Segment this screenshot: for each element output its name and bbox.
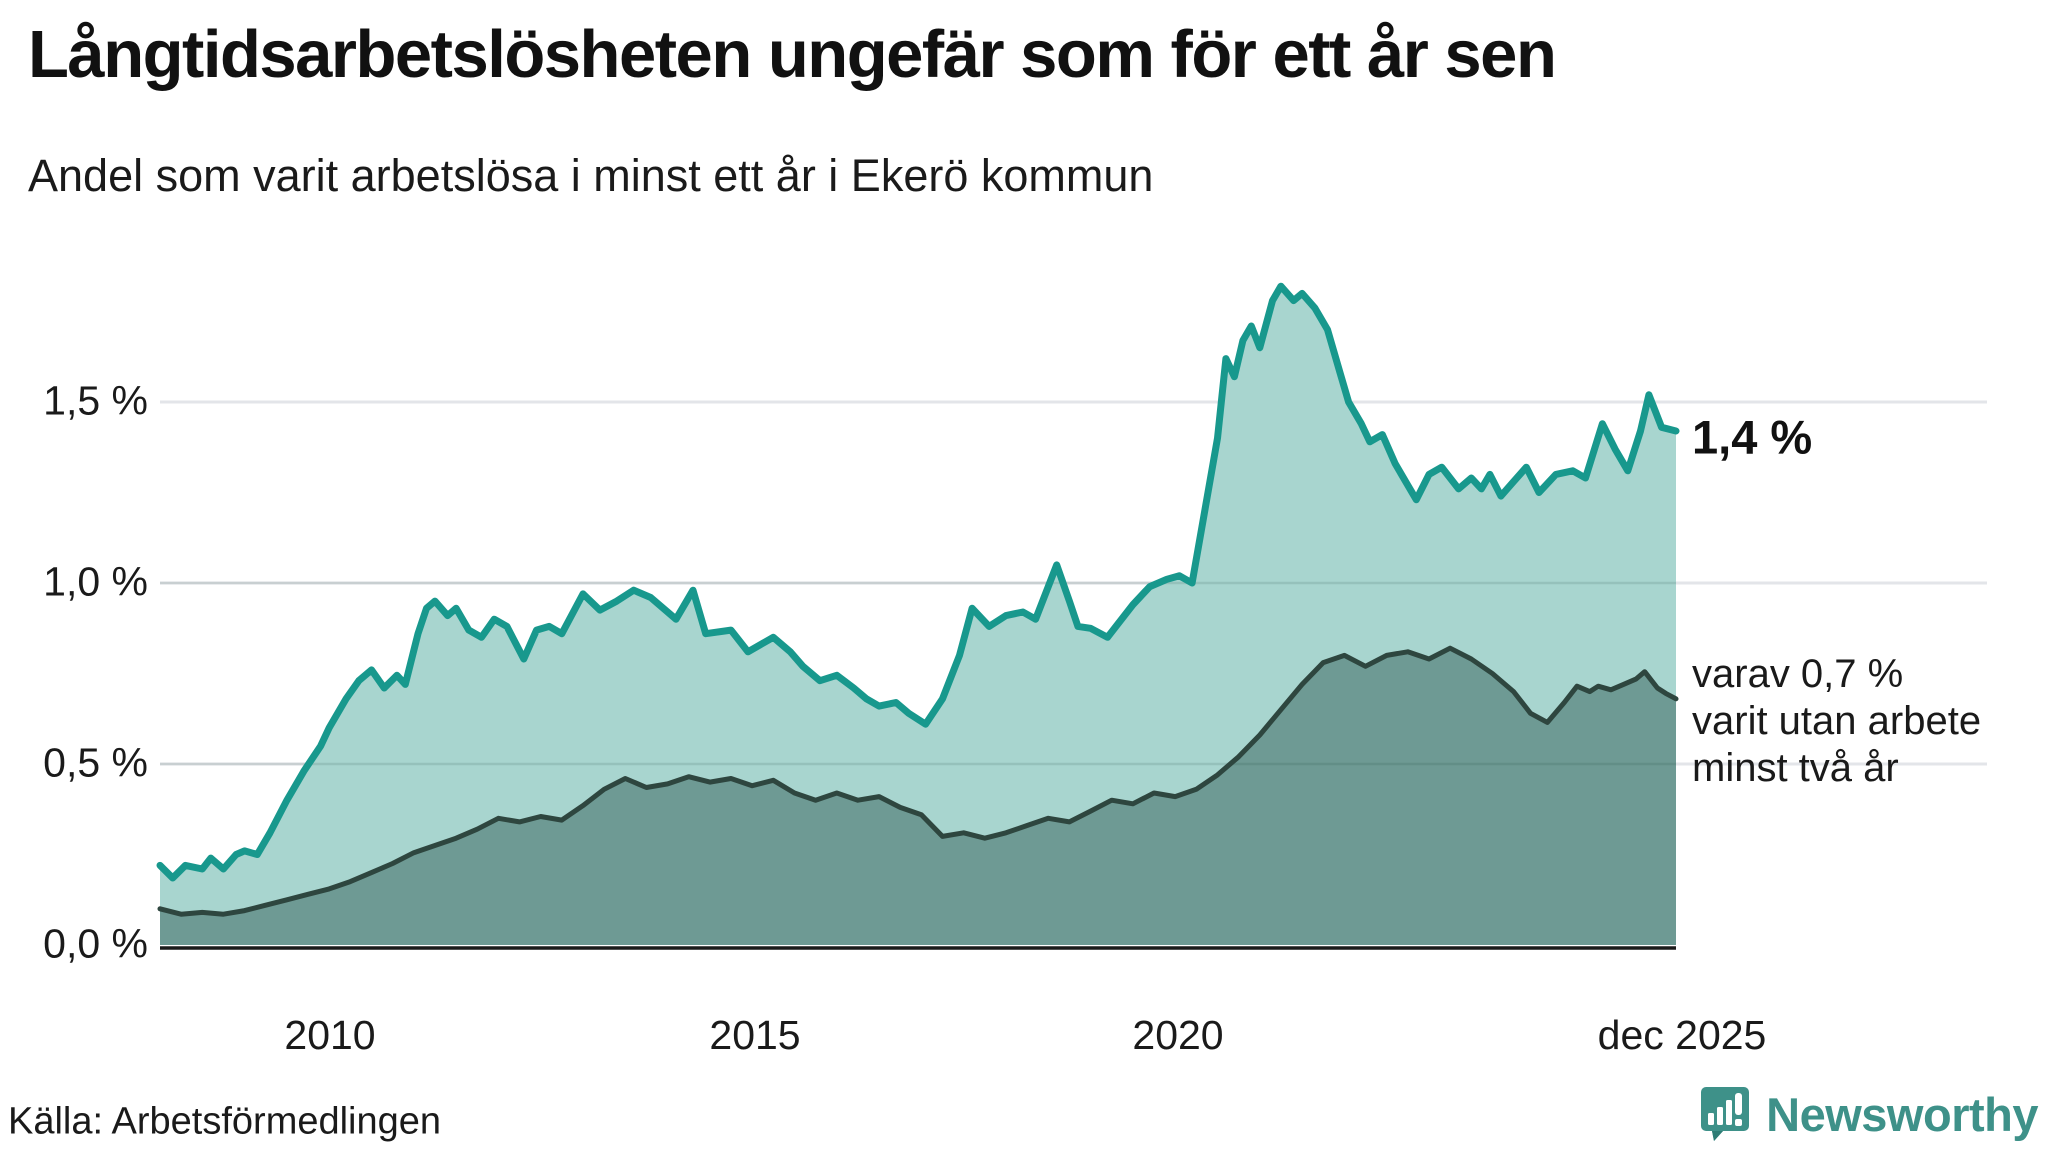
x-axis-tick-label: 2020 [1132, 1012, 1224, 1058]
y-axis-tick-label: 0,0 % [43, 920, 148, 967]
y-axis-tick-label: 1,5 % [43, 377, 148, 424]
x-axis-tick-label: 2015 [709, 1012, 801, 1058]
annotation-line: varav 0,7 % [1692, 652, 1904, 696]
newsworthy-logo: Newsworthy [1699, 1085, 2038, 1143]
annotation-line: minst två år [1692, 746, 1899, 790]
series-end-value-label: 1,4 % [1692, 410, 1813, 464]
x-axis-tick-label: 2010 [284, 1012, 376, 1058]
x-axis-tick-label: dec 2025 [1597, 1012, 1767, 1058]
page-title: Långtidsarbetslösheten ungefär som för e… [28, 17, 1557, 92]
annotation-line: varit utan arbete [1692, 699, 1982, 743]
newsworthy-logo-icon [1699, 1085, 1751, 1143]
page-subtitle: Andel som varit arbetslösa i minst ett å… [28, 150, 1154, 201]
source-credit: Källa: Arbetsförmedlingen [8, 1100, 442, 1143]
y-axis-tick-label: 1,0 % [43, 558, 148, 605]
newsworthy-logo-text: Newsworthy [1766, 1087, 2038, 1141]
y-axis-tick-label: 0,5 % [43, 739, 148, 786]
series-end-annotation: varav 0,7 % varit utan arbete minst två … [1692, 651, 1981, 792]
